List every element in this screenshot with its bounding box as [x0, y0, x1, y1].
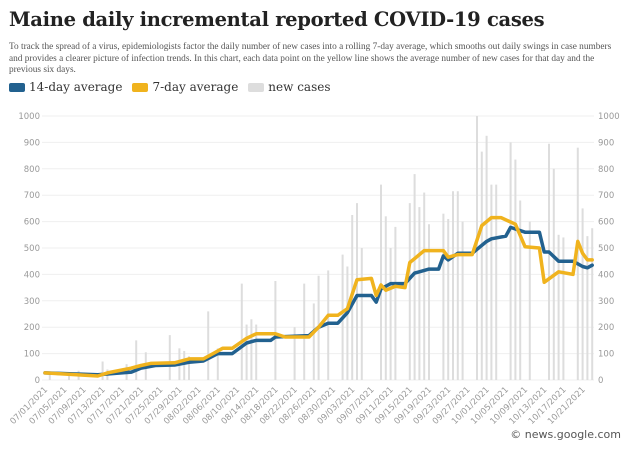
y-tick-label-left: 800 — [24, 165, 40, 175]
y-tick-label-right: 500 — [598, 244, 614, 254]
legend: 14-day average 7-day average new cases — [9, 80, 331, 94]
legend-item-7-day[interactable]: 7-day average — [132, 80, 238, 94]
legend-label: new cases — [268, 80, 331, 94]
y-tick-label-right: 200 — [598, 323, 614, 333]
bar-new-cases — [168, 335, 171, 380]
bar-new-cases — [68, 373, 70, 380]
legend-swatch-14-day — [9, 82, 25, 92]
bar-new-cases — [356, 203, 358, 380]
bar-new-cases — [509, 142, 512, 380]
bar-new-cases — [586, 236, 589, 380]
bar-new-cases — [389, 248, 392, 380]
bar-new-cases — [303, 283, 306, 380]
legend-swatch-new-cases — [248, 82, 265, 92]
bar-new-cases — [447, 218, 450, 380]
bar-new-cases — [250, 319, 253, 380]
y-tick-label-right: 700 — [598, 191, 614, 201]
legend-swatch-7-day — [132, 82, 149, 92]
y-tick-label-left: 500 — [24, 244, 40, 254]
legend-item-14-day[interactable]: 14-day average — [9, 80, 122, 94]
bar-new-cases — [312, 303, 315, 380]
bar-new-cases — [101, 361, 104, 380]
bar-new-cases — [495, 184, 498, 380]
legend-label: 14-day average — [29, 80, 123, 94]
bar-new-cases — [255, 324, 258, 380]
y-tick-label-left: 0 — [35, 376, 40, 386]
y-tick-label-right: 0 — [598, 376, 603, 386]
bar-new-cases — [548, 143, 550, 380]
bar-new-cases — [557, 234, 560, 380]
bar-new-cases — [485, 135, 488, 380]
bar-new-cases — [442, 213, 445, 380]
bar-new-cases — [245, 324, 248, 380]
y-tick-label-left: 700 — [24, 191, 40, 201]
bar-new-cases — [216, 348, 219, 380]
bar-new-cases — [490, 184, 493, 380]
bar-new-cases — [207, 311, 210, 380]
bar-new-cases — [188, 356, 190, 380]
y-tick-label-right: 100 — [598, 350, 614, 360]
y-tick-label-right: 800 — [598, 165, 614, 175]
source-credit[interactable]: © news.google.com — [510, 428, 621, 441]
bar-new-cases — [384, 216, 387, 380]
bar-new-cases — [408, 203, 411, 380]
y-tick-label-left: 400 — [24, 270, 40, 280]
bar-new-cases — [183, 350, 186, 380]
bar-new-cases — [423, 192, 426, 380]
bar-new-cases — [428, 224, 430, 380]
y-tick-label-left: 600 — [24, 218, 40, 228]
y-tick-label-right: 1000 — [598, 112, 620, 122]
bar-new-cases — [456, 191, 459, 380]
bar-new-cases — [591, 228, 594, 380]
bar-new-cases — [461, 221, 464, 380]
legend-label: 7-day average — [152, 80, 239, 94]
y-tick-label-left: 300 — [24, 297, 40, 307]
bar-new-cases — [48, 372, 51, 380]
bar-new-cases — [581, 208, 584, 380]
y-tick-label-left: 900 — [24, 138, 40, 148]
chart-title: Maine daily incremental reported COVID-1… — [9, 8, 545, 31]
y-tick-label-right: 600 — [598, 218, 614, 228]
bar-new-cases — [380, 184, 382, 380]
bar-new-cases — [562, 237, 565, 380]
line-7-day-average — [43, 215, 594, 378]
legend-item-new-cases[interactable]: new cases — [248, 80, 331, 94]
y-tick-label-left: 1000 — [18, 112, 40, 122]
bar-new-cases — [135, 340, 138, 380]
bar-new-cases — [240, 283, 243, 380]
bar-new-cases — [327, 270, 330, 380]
bar-new-cases — [394, 226, 397, 380]
bar-new-cases — [346, 266, 349, 380]
bar-new-cases — [293, 327, 296, 380]
line-14-day-average — [43, 225, 594, 377]
bar-new-cases — [452, 191, 454, 380]
y-tick-label-right: 900 — [598, 138, 614, 148]
y-tick-label-left: 200 — [24, 323, 40, 333]
bar-new-cases — [274, 281, 277, 380]
bar-new-cases — [413, 174, 416, 380]
bar-new-cases — [528, 221, 531, 380]
bar-new-cases — [519, 200, 522, 380]
y-tick-label-right: 400 — [598, 270, 614, 280]
y-tick-label-right: 300 — [598, 297, 614, 307]
bar-new-cases — [480, 151, 483, 380]
bar-new-cases — [418, 207, 421, 380]
chart-description: To track the spread of a virus, epidemio… — [9, 42, 612, 75]
bar-new-cases — [514, 159, 517, 380]
y-tick-label-left: 100 — [24, 350, 40, 360]
bar-new-cases — [360, 248, 363, 380]
